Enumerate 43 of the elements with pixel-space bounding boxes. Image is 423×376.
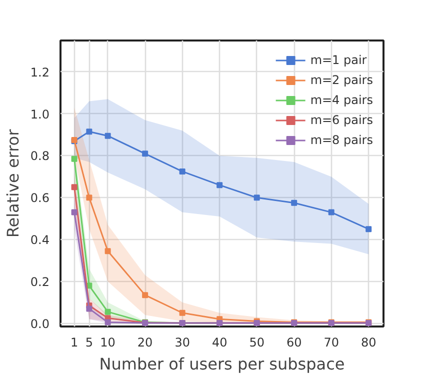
legend-label: m=1 pair [310,53,367,67]
x-tick-label: 5 [85,336,94,350]
point [328,209,334,216]
x-axis-title: Number of users per subspace [99,354,345,374]
point [104,319,111,326]
x-tick-label: 40 [212,336,228,350]
y-tick-label: 0.4 [30,233,50,248]
legend-label: m=6 pairs [310,113,373,127]
y-axis-title: Relative error [3,128,22,238]
x-tick-label: 80 [360,336,376,350]
point [179,168,186,174]
point [291,200,298,206]
legend-label: m=2 pairs [310,73,373,87]
y-tick-label: 1.2 [30,65,50,80]
y-tick-label: 0.8 [30,149,50,164]
y-tick-label: 0.6 [30,191,50,206]
point [104,132,111,139]
point [216,182,223,188]
x-tick-label: 60 [286,336,302,350]
x-tick-label: 70 [324,336,339,350]
x-tick-label: 20 [137,336,153,350]
y-tick-label: 0.0 [30,316,50,331]
point [86,128,92,135]
point [86,194,92,201]
point [104,308,111,315]
point [142,150,148,157]
point [142,292,148,298]
point [254,194,260,201]
point [86,306,92,312]
point [71,209,78,216]
legend-label: m=4 pairs [310,93,373,107]
x-tick-label: 10 [100,336,116,350]
x-tick-label: 30 [174,336,190,350]
point [71,184,78,190]
y-tick-label: 1.0 [30,107,50,122]
x-tick-label: 50 [249,336,264,350]
x-tick-label: 1 [70,336,78,350]
point [104,248,111,254]
point [366,226,372,232]
y-tick-label: 0.2 [30,274,50,289]
legend-label: m=8 pairs [310,133,373,147]
point [179,310,186,316]
point [71,156,78,162]
